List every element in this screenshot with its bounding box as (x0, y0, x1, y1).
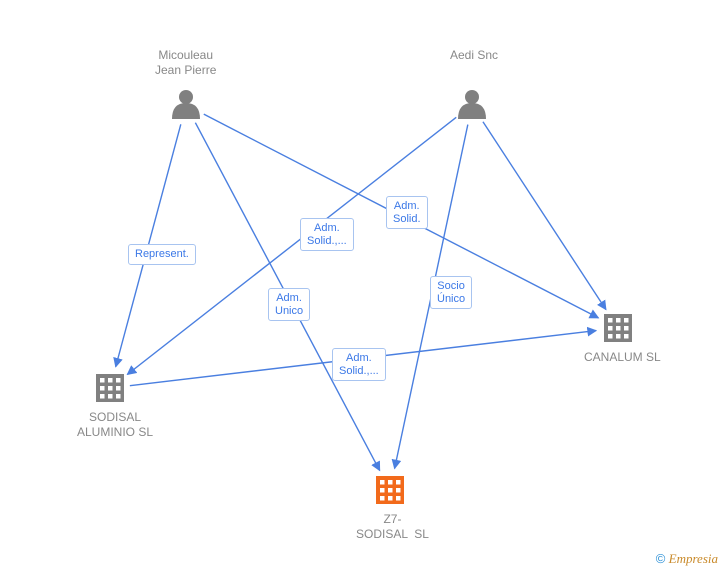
diagram-canvas: Represent. Adm. Unico Adm. Solid.,... Adm. … (0, 0, 728, 575)
brand-name: Empresia (669, 551, 718, 566)
edge-label-sodisal_alu-canalum: Adm. Solid.,... (332, 348, 386, 381)
edge-label-aedi-z7: Socio Único (430, 276, 472, 309)
edge-label-aedi-canalum: Adm. Solid. (386, 196, 428, 229)
watermark: © Empresia (656, 551, 718, 567)
node-label-z7: Z7- SODISAL SL (356, 512, 429, 542)
person-icon-micouleau (172, 90, 200, 119)
node-label-sodisal_alu: SODISAL ALUMINIO SL (77, 410, 153, 440)
node-label-canalum: CANALUM SL (584, 350, 661, 365)
edge-label-micouleau-sodisal_alu: Represent. (128, 244, 196, 265)
company-icon-z7 (376, 476, 404, 504)
edge-label-micouleau-z7: Adm. Unico (268, 288, 310, 321)
node-label-aedi: Aedi Snc (450, 48, 498, 63)
edges-layer (0, 0, 728, 575)
edge-label-aedi-sodisal_alu: Adm. Solid.,... (300, 218, 354, 251)
copyright-symbol: © (656, 551, 666, 566)
node-label-micouleau: Micouleau Jean Pierre (155, 48, 216, 78)
company-icon-sodisal_alu (96, 374, 124, 402)
company-icon-canalum (604, 314, 632, 342)
person-icon-aedi (458, 90, 486, 119)
edge-aedi-canalum (483, 122, 606, 310)
